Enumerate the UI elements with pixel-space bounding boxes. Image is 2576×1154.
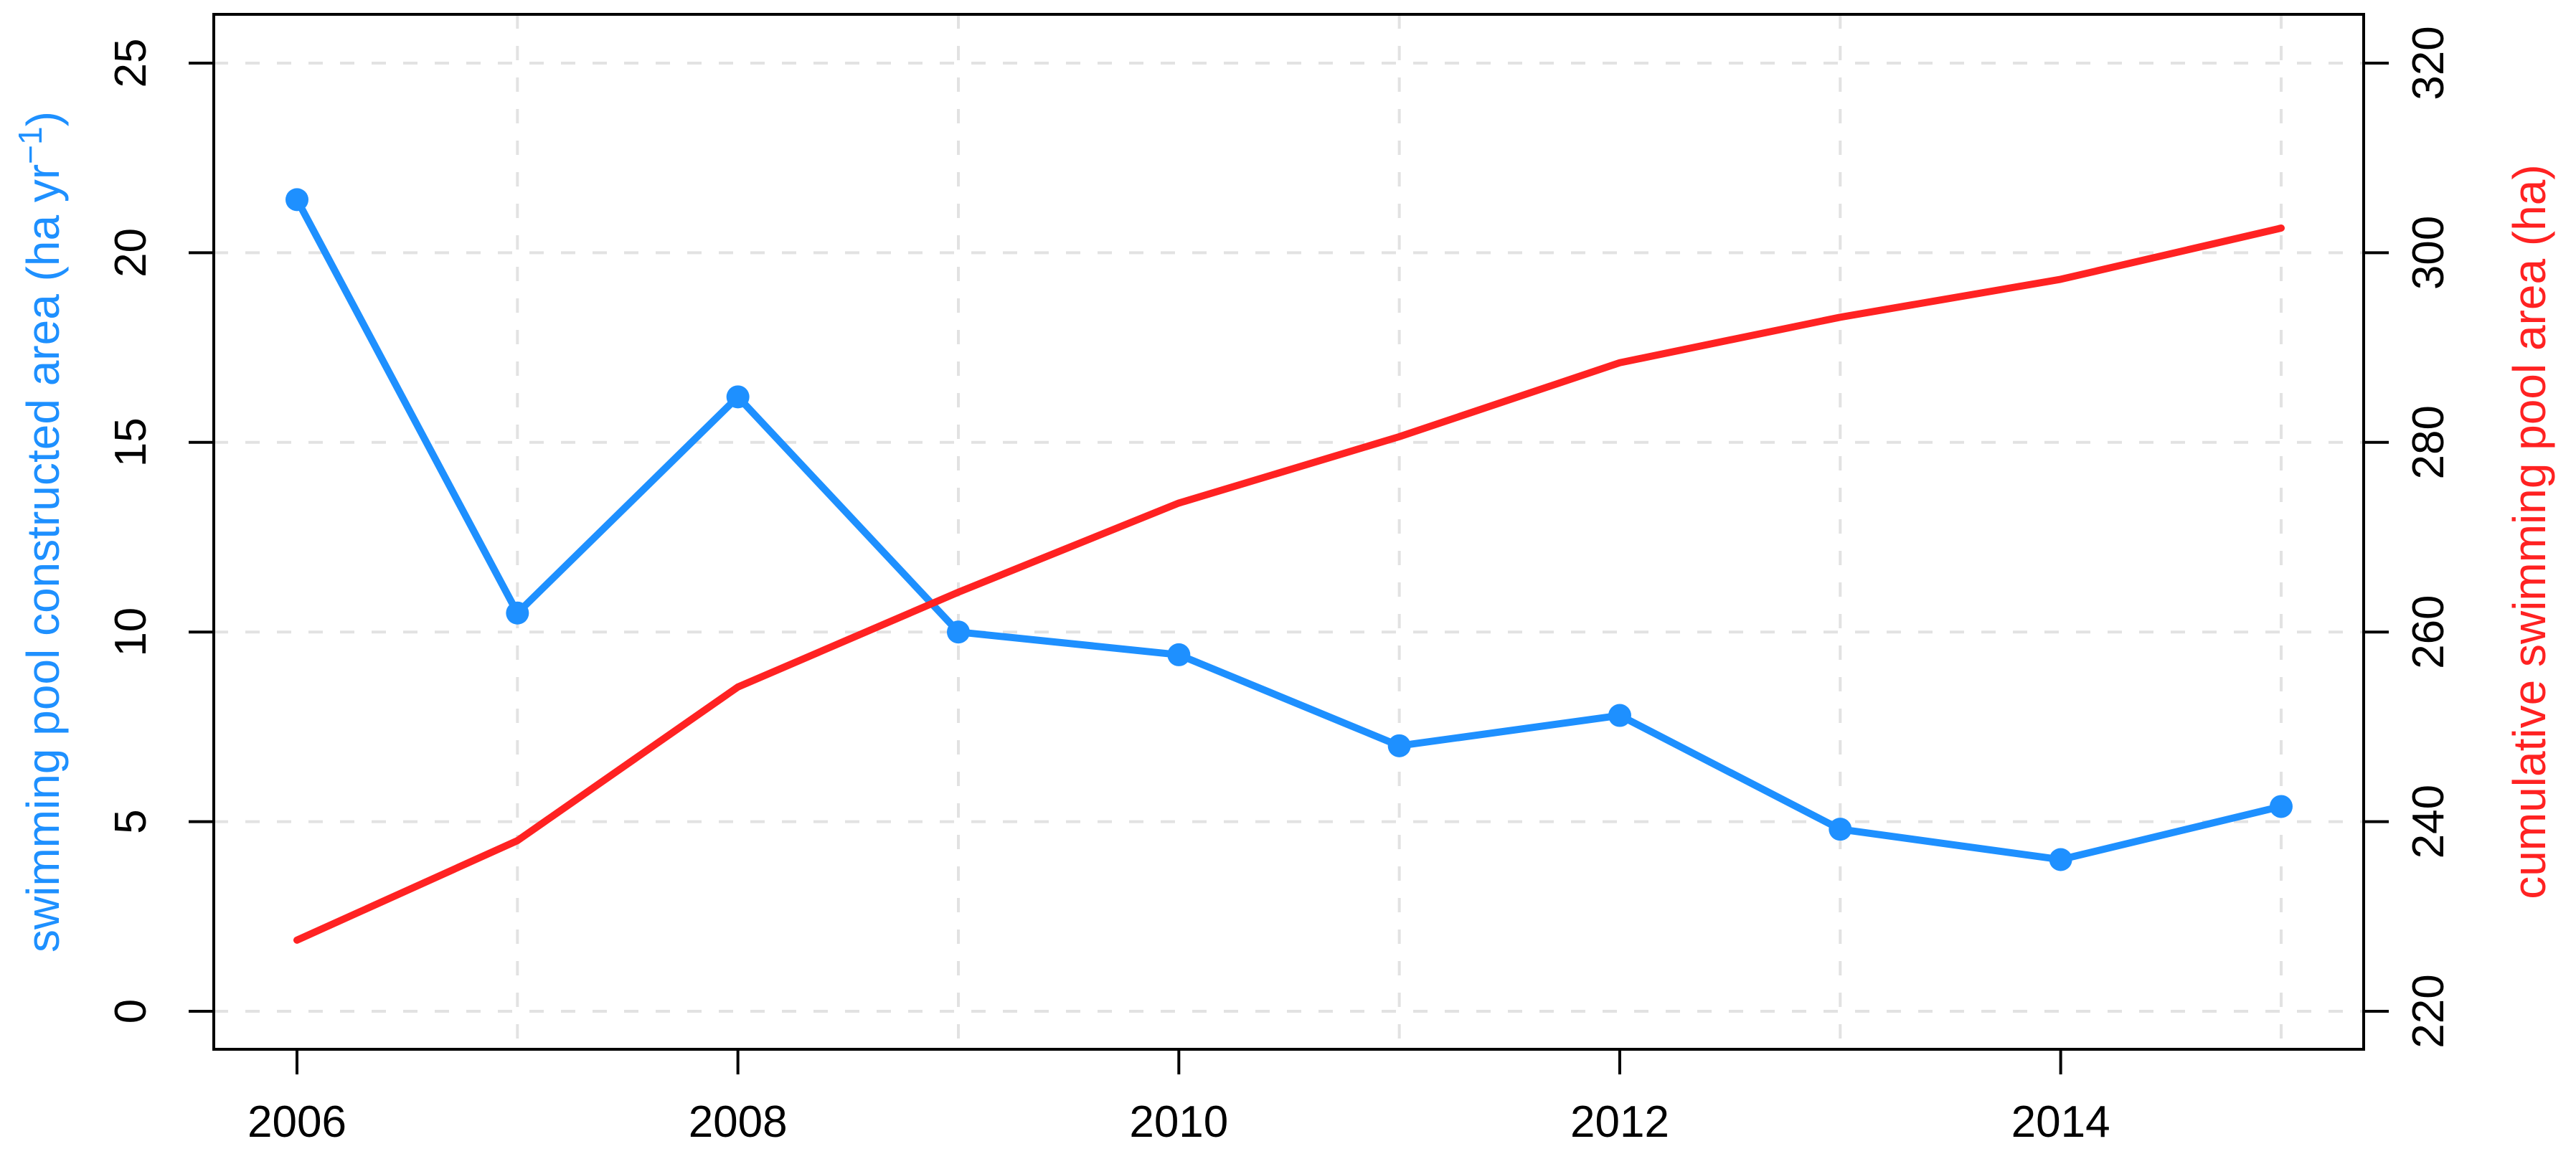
data-point-2006 <box>286 188 308 212</box>
y-left-tick-label-25: 25 <box>106 39 156 88</box>
data-point-2007 <box>506 601 529 625</box>
y-left-tick-label-15: 15 <box>106 417 156 467</box>
y-left-tick-label-5: 5 <box>106 809 156 833</box>
x-tick-label-2008: 2008 <box>689 1097 788 1147</box>
data-point-2013 <box>1829 818 1852 841</box>
grid-layer <box>214 14 2364 1049</box>
x-tick-label-2012: 2012 <box>1570 1097 1669 1147</box>
data-point-2011 <box>1387 734 1411 757</box>
data-point-2015 <box>2269 795 2293 818</box>
y-right-tick-label-300: 300 <box>2404 216 2453 290</box>
y-right-tick-label-240: 240 <box>2404 785 2453 859</box>
y-right-tick-label-280: 280 <box>2404 405 2453 479</box>
data-layer <box>286 188 2293 944</box>
y-right-tick-label-320: 320 <box>2404 26 2453 100</box>
data-point-2014 <box>2049 848 2072 871</box>
y-right-tick-label-260: 260 <box>2404 595 2453 668</box>
x-tick-label-2014: 2014 <box>2011 1097 2110 1147</box>
y-right-axis-title: cumulative swimming pool area (ha) <box>2504 164 2555 899</box>
y-left-tick-label-20: 20 <box>106 228 156 278</box>
x-tick-label-2006: 2006 <box>247 1097 346 1147</box>
series-line-annual <box>293 196 2285 864</box>
y-right-tick-label-220: 220 <box>2404 974 2453 1048</box>
data-point-2009 <box>946 620 970 644</box>
x-tick-label-2010: 2010 <box>1129 1097 1228 1147</box>
y-left-tick-label-0: 0 <box>106 999 156 1023</box>
data-point-2008 <box>726 385 750 409</box>
series-line-cumulative <box>293 224 2285 944</box>
plot-border <box>212 13 2365 1051</box>
y-left-axis-title: swimming pool constructed area (ha yr−1) <box>11 111 69 952</box>
data-point-2012 <box>1608 704 1631 727</box>
label-layer: 2006 2008 2010 2012 2014 0 5 10 15 20 25 220 240 260 2… <box>11 26 2555 1147</box>
axis-layer <box>189 13 2389 1074</box>
y-left-tick-label-10: 10 <box>106 607 156 657</box>
data-point-2010 <box>1167 643 1191 666</box>
